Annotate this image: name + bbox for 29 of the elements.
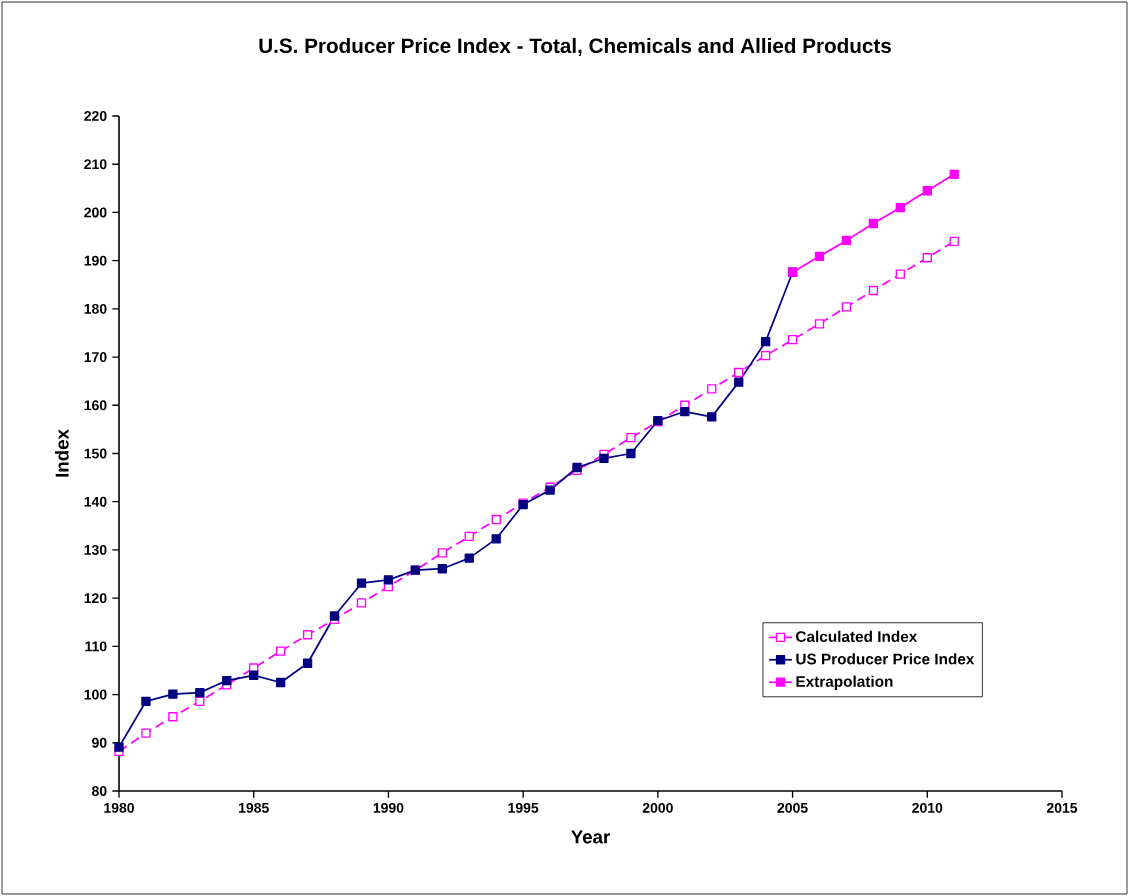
y-tick-label: 160 [84, 400, 107, 411]
y-tick-label: 130 [84, 544, 107, 555]
y-tick-label: 100 [84, 689, 107, 700]
y-tick-label: 220 [84, 111, 107, 121]
y-tick-label: 190 [84, 255, 107, 266]
y-tick-label: 120 [84, 593, 107, 604]
y-tick-label: 150 [84, 448, 107, 459]
y-tick-label: 200 [84, 207, 107, 218]
x-tick-label: 2000 [642, 802, 673, 813]
y-tick-label: 140 [84, 496, 107, 507]
x-tick-label: 2010 [912, 802, 943, 813]
x-axis-title: Year [571, 830, 610, 844]
y-tick-label: 210 [84, 159, 107, 170]
y-tick-label: 170 [84, 352, 107, 363]
y-tick-label: 180 [84, 303, 107, 314]
x-tick-label: 2005 [777, 802, 808, 813]
y-tick-label: 110 [85, 641, 107, 652]
x-tick-label: 2015 [1046, 802, 1078, 813]
legend-label: Calculated Index [796, 630, 918, 643]
legend-label: US Producer Price Index [796, 653, 975, 665]
x-tick-label: 1980 [104, 802, 134, 813]
legend-label: Extrapolation [796, 675, 893, 690]
y-axis-title: Index [55, 429, 69, 477]
x-tick-label: 1985 [239, 802, 269, 813]
x-tick-label: 1995 [508, 802, 539, 813]
y-tick-label: 90 [92, 737, 107, 748]
chart-title: U.S. Producer Price Index - Total, Chemicals and Allied Products [259, 37, 891, 57]
y-tick-label: 80 [91, 786, 107, 796]
x-tick-label: 1990 [373, 802, 404, 813]
